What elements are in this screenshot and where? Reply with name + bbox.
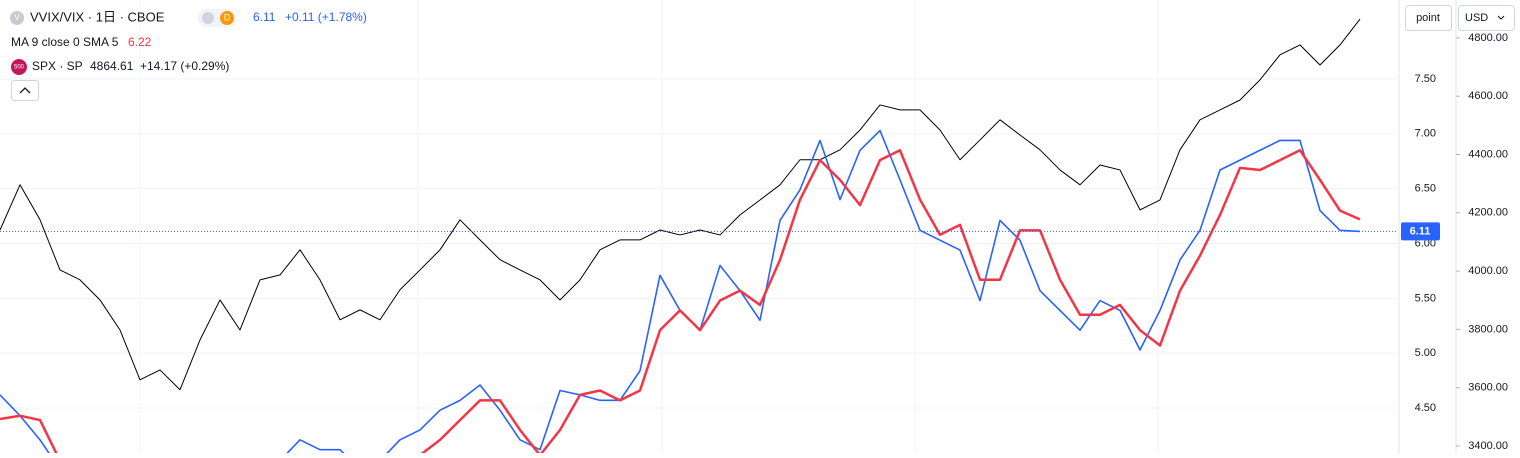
y-tick-label: 7.50	[1415, 73, 1436, 85]
indicator-value: 6.22	[128, 35, 152, 49]
last-value: 6.11	[253, 10, 276, 24]
y2-tick-label: 3600.00	[1468, 382, 1508, 394]
spx-change: +14.17 (+0.29%)	[140, 59, 229, 73]
grid	[139, 0, 1159, 453]
series-line	[0, 129, 1361, 453]
y-tick-label: 6.50	[1415, 183, 1436, 195]
y2-tick-label: 4000.00	[1468, 265, 1508, 277]
last-price-box	[1401, 222, 1440, 241]
indicator-name: MA 9 close 0 SMA 5	[11, 35, 119, 49]
series-line	[0, 18, 1361, 391]
interval-label: D	[224, 12, 231, 22]
y-tick-label: 5.00	[1415, 347, 1436, 359]
spx-value: 4864.61	[90, 59, 134, 73]
last-price-label: 6.11	[1410, 225, 1431, 237]
toolbar: point USD	[1405, 5, 1515, 31]
y2-tick-label: 4400.00	[1468, 148, 1508, 160]
scale-button[interactable]	[1405, 5, 1452, 31]
y2-tick-label: 4800.00	[1468, 32, 1508, 44]
toggle	[202, 12, 214, 24]
symbol-icon-letter: V	[14, 13, 20, 22]
currency-label: USD	[1465, 12, 1488, 24]
symbol-icon	[10, 11, 24, 25]
plot	[0, 18, 1398, 453]
interval-badge	[220, 11, 234, 25]
series-line	[0, 149, 1361, 453]
y-tick-label: 5.50	[1415, 292, 1436, 304]
collapse-button[interactable]	[11, 80, 39, 101]
y2-tick-label: 3400.00	[1468, 440, 1508, 452]
currency-button[interactable]	[1458, 5, 1515, 31]
spx-name: SPX · SP	[32, 59, 83, 73]
collapse-icon	[19, 87, 31, 94]
spx-icon	[11, 59, 27, 75]
legend: V VVIX/VIX · 1日 · CBOE D 6.11 +0.11 (+1.…	[10, 9, 367, 101]
spx-badge: 500	[14, 65, 25, 71]
y2-tick-label: 3800.00	[1468, 323, 1508, 335]
scale-button-label: point	[1416, 12, 1440, 24]
y2-tick-label: 4600.00	[1468, 90, 1508, 102]
y-tick-label: 7.00	[1415, 128, 1436, 140]
y-tick-label: 4.50	[1415, 402, 1436, 414]
dropdown-icon	[1497, 15, 1505, 20]
axes: 4.505.005.506.006.507.007.503400.003600.…	[1401, 32, 1508, 452]
change: +0.11 (+1.78%)	[285, 10, 367, 24]
chart-title: VVIX/VIX · 1日 · CBOE	[30, 9, 165, 24]
y2-tick-label: 4200.00	[1468, 207, 1508, 219]
